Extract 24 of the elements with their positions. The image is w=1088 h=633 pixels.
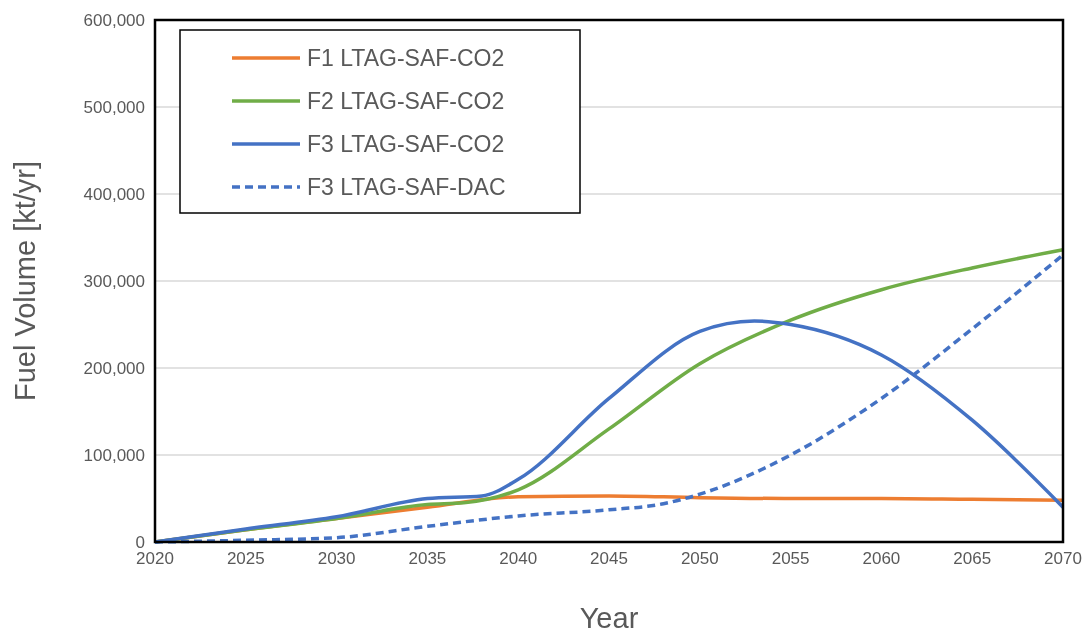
y-tick-label: 300,000 (83, 271, 145, 291)
legend-label: F3 LTAG-SAF-CO2 (307, 131, 505, 158)
legend-label: F3 LTAG-SAF-DAC (307, 174, 506, 201)
x-tick-label: 2040 (499, 549, 538, 568)
y-tick-label: 100,000 (83, 445, 145, 465)
y-axis-title: Fuel Volume [kt/yr] (9, 160, 41, 402)
x-tick-label: 2050 (680, 549, 719, 568)
x-tick-label: 2055 (771, 549, 810, 568)
x-tick-label: 2070 (1044, 549, 1082, 568)
x-tick-label: 2035 (408, 549, 447, 568)
legend-label: F2 LTAG-SAF-CO2 (307, 88, 505, 115)
x-tick-label: 2025 (226, 549, 265, 568)
y-tick-label: 600,000 (83, 10, 145, 30)
x-tick-label: 2060 (862, 549, 901, 568)
y-tick-label: 400,000 (83, 184, 145, 204)
x-axis-title: Year (579, 602, 639, 633)
y-tick-label: 200,000 (83, 358, 145, 378)
y-tick-label: 0 (135, 532, 145, 552)
x-tick-label: 2065 (953, 549, 992, 568)
x-tick-label: 2020 (136, 549, 174, 568)
y-tick-label: 500,000 (83, 97, 145, 117)
x-tick-label: 2030 (317, 549, 356, 568)
x-tick-label: 2045 (590, 549, 628, 568)
legend-label: F1 LTAG-SAF-CO2 (307, 45, 505, 72)
